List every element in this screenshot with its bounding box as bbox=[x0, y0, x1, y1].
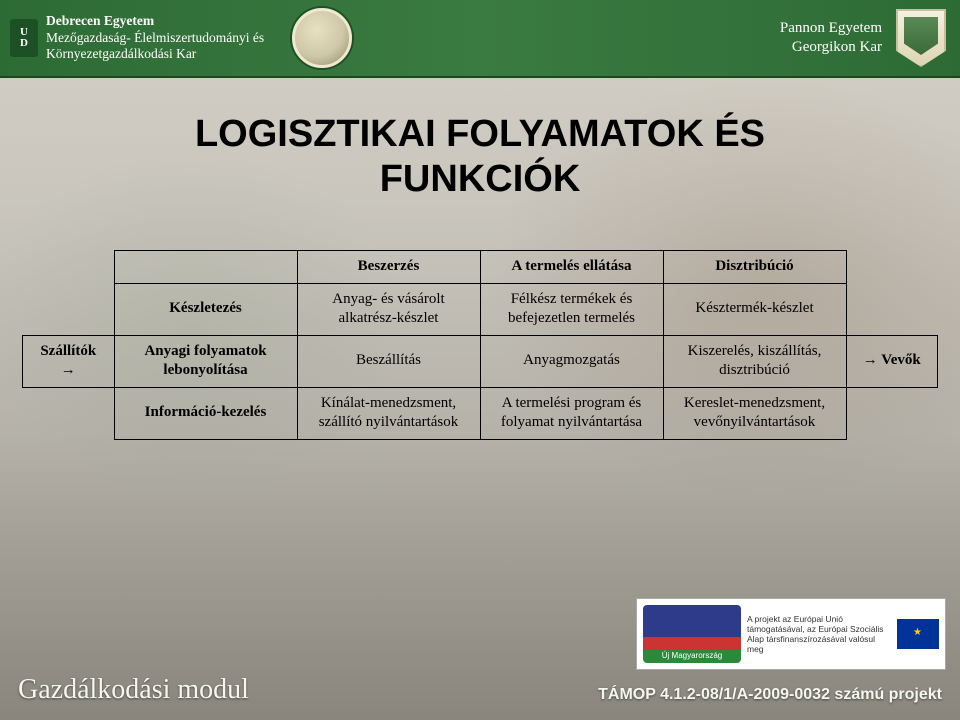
shield-logo-icon bbox=[896, 9, 946, 67]
title-line2: FUNKCIÓK bbox=[58, 157, 902, 202]
header-left-text: Debrecen Egyetem Mezőgazdaság- Élelmisze… bbox=[46, 13, 264, 64]
col3-r1: A termelés ellátása bbox=[480, 251, 663, 284]
cell-empty bbox=[846, 283, 938, 335]
col4-r3: Kiszerelés, kiszállítás, disztribúció bbox=[663, 335, 846, 387]
col3-r2: Félkész termékek és befejezetlen termelé… bbox=[480, 283, 663, 335]
col1-r4: Információ-kezelés bbox=[114, 387, 297, 439]
eu-flag-icon bbox=[897, 619, 939, 649]
cell-empty bbox=[23, 251, 115, 284]
logistics-table: Beszerzés A termelés ellátása Disztribúc… bbox=[22, 250, 938, 440]
col4-r1: Disztribúció bbox=[663, 251, 846, 284]
col2-r1: Beszerzés bbox=[297, 251, 480, 284]
header-right: Pannon Egyetem Georgikon Kar bbox=[780, 9, 960, 67]
header-left: U D Debrecen Egyetem Mezőgazdaság- Élelm… bbox=[0, 8, 499, 68]
round-seal-icon bbox=[292, 8, 352, 68]
header-right-text: Pannon Egyetem Georgikon Kar bbox=[780, 19, 882, 58]
table-row: Készletezés Anyag- és vásárolt alkatrész… bbox=[23, 283, 938, 335]
col1-r1 bbox=[114, 251, 297, 284]
cell-empty bbox=[846, 387, 938, 439]
header-bar: U D Debrecen Egyetem Mezőgazdaság- Élelm… bbox=[0, 0, 960, 78]
col2-r3: Beszállítás bbox=[297, 335, 480, 387]
col2-r2: Anyag- és vásárolt alkatrész-készlet bbox=[297, 283, 480, 335]
sponsor-box: A projekt az Európai Unió támogatásával,… bbox=[636, 598, 946, 670]
col4-r2: Késztermék-készlet bbox=[663, 283, 846, 335]
col1-r3: Anyagi folyamatok lebonyolítása bbox=[114, 335, 297, 387]
col1-r2: Készletezés bbox=[114, 283, 297, 335]
right-university: Pannon Egyetem bbox=[780, 19, 882, 39]
col3-r4: A termelési program és folyamat nyilvánt… bbox=[480, 387, 663, 439]
title-line1: LOGISZTIKAI FOLYAMATOK ÉS bbox=[58, 112, 902, 157]
right-faculty: Georgikon Kar bbox=[780, 38, 882, 58]
col3-r3: Anyagmozgatás bbox=[480, 335, 663, 387]
left-university: Debrecen Egyetem bbox=[46, 13, 264, 30]
table-row: Információ-kezelés Kínálat-menedzsment, … bbox=[23, 387, 938, 439]
footer-left: Gazdálkodási modul bbox=[18, 674, 249, 706]
cell-empty bbox=[23, 283, 115, 335]
uj-magyarorszag-logo-icon bbox=[643, 605, 741, 663]
col4-r4: Kereslet-menedzsment, vevőnyilvántartáso… bbox=[663, 387, 846, 439]
cell-empty bbox=[23, 387, 115, 439]
footer-right: TÁMOP 4.1.2-08/1/A-2009-0032 számú proje… bbox=[598, 686, 942, 704]
left-faculty-1: Mezőgazdaság- Élelmiszertudományi és bbox=[46, 30, 264, 47]
ud-logo: U D bbox=[10, 19, 38, 57]
table-row: Szállítók → Anyagi folyamatok lebonyolít… bbox=[23, 335, 938, 387]
page-title: LOGISZTIKAI FOLYAMATOK ÉS FUNKCIÓK bbox=[58, 112, 902, 202]
sponsor-text: A projekt az Európai Unió támogatásával,… bbox=[747, 614, 891, 655]
right-label: → Vevők bbox=[846, 335, 938, 387]
left-faculty-2: Környezetgazdálkodási Kar bbox=[46, 46, 264, 63]
cell-empty bbox=[846, 251, 938, 284]
ud-logo-bottom: D bbox=[20, 38, 28, 49]
table-row: Beszerzés A termelés ellátása Disztribúc… bbox=[23, 251, 938, 284]
col2-r4: Kínálat-menedzsment, szállító nyilvántar… bbox=[297, 387, 480, 439]
left-label: Szállítók → bbox=[23, 335, 115, 387]
